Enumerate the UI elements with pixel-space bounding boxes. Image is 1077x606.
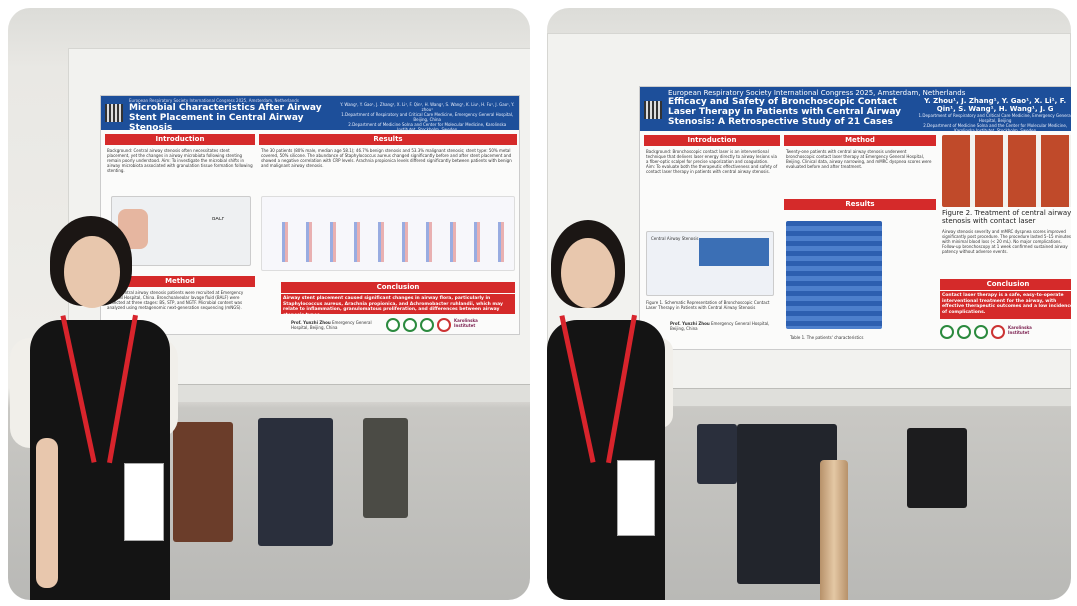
poster: European Respiratory Society Internation… — [639, 86, 1071, 350]
board-rail — [68, 384, 530, 402]
figure-2-caption: Figure 2. Treatment of central airway st… — [942, 209, 1071, 225]
conference-name: European Respiratory Society Internation… — [129, 98, 299, 103]
method-text: Thirty central airway stenosis patients … — [107, 290, 244, 310]
person-legs — [363, 418, 408, 518]
board-rail — [667, 388, 1071, 406]
method-text: Twenty-one patients with central airway … — [786, 149, 932, 169]
poster-header: European Respiratory Society Internation… — [640, 87, 1071, 133]
section-method: Method — [784, 135, 936, 146]
patient-characteristics-table — [786, 221, 882, 329]
figure-1-caption: Figure 1. Schematic Representation of Br… — [646, 300, 770, 310]
intro-text: Background: Bronchoscopic contact laser … — [646, 149, 778, 174]
poster-title: Microbial Characteristics After Airway S… — [129, 103, 322, 133]
photo-right: European Respiratory Society Internation… — [547, 8, 1071, 600]
poster-authors: Y. Wang¹, Y. Gao¹, J. Zhang¹, X. Li¹, F.… — [340, 102, 515, 132]
section-conclusion: Conclusion — [940, 279, 1071, 290]
schematic-figure: BALF — [111, 196, 251, 266]
name-badge — [124, 463, 164, 541]
results-text: The 30 patients (80% male, median age 58… — [261, 148, 512, 168]
section-introduction: Introduction — [644, 135, 780, 146]
person-legs — [173, 422, 233, 542]
presenter-info: Prof. Yunzhi Zhou Emergency General Hosp… — [291, 320, 372, 330]
person-legs — [907, 428, 967, 508]
poster: European Respiratory Society Internation… — [100, 95, 520, 335]
poster-header: European Respiratory Society Internation… — [101, 96, 519, 133]
section-conclusion: Conclusion — [281, 282, 515, 293]
institution-logos: Karolinska Institutet — [940, 325, 1048, 339]
section-method: Method — [105, 276, 255, 287]
person-legs — [258, 418, 333, 546]
conclusion-text: Airway stent placement caused significan… — [281, 294, 515, 314]
qr-code-icon — [644, 101, 662, 119]
poster-authors: Y. Zhou¹, J. Zhang¹, Y. Gao¹, X. Li¹, F.… — [918, 97, 1071, 133]
qr-code-icon — [105, 104, 123, 122]
section-introduction: Introduction — [105, 134, 255, 145]
presenter-info: Prof. Yunzhi Zhou Emergency General Hosp… — [670, 321, 770, 331]
schematic-figure: Central Airway Stenosis — [646, 231, 774, 296]
bar-chart-figure — [261, 196, 515, 271]
results-text: Airway stenosis severity and mMRC dyspne… — [942, 229, 1071, 254]
person-legs — [697, 424, 737, 484]
conference-name: European Respiratory Society Internation… — [668, 89, 966, 97]
table-caption: Table 1. The patients' characteristics — [790, 335, 864, 340]
endoscopy-images — [942, 135, 1071, 207]
section-results: Results — [259, 134, 517, 145]
intro-text: Background: Central airway stenosis ofte… — [107, 148, 253, 173]
poster-tube — [820, 460, 848, 600]
section-results: Results — [784, 199, 936, 210]
poster-title: Efficacy and Safety of Bronchoscopic Con… — [668, 97, 902, 127]
institution-logos: Karolinska Institutet — [386, 318, 494, 332]
conclusion-text: Contact laser therapy is a safe, easy-to… — [940, 291, 1071, 319]
name-badge — [617, 460, 655, 536]
photo-left: European Respiratory Society Internation… — [8, 8, 530, 600]
